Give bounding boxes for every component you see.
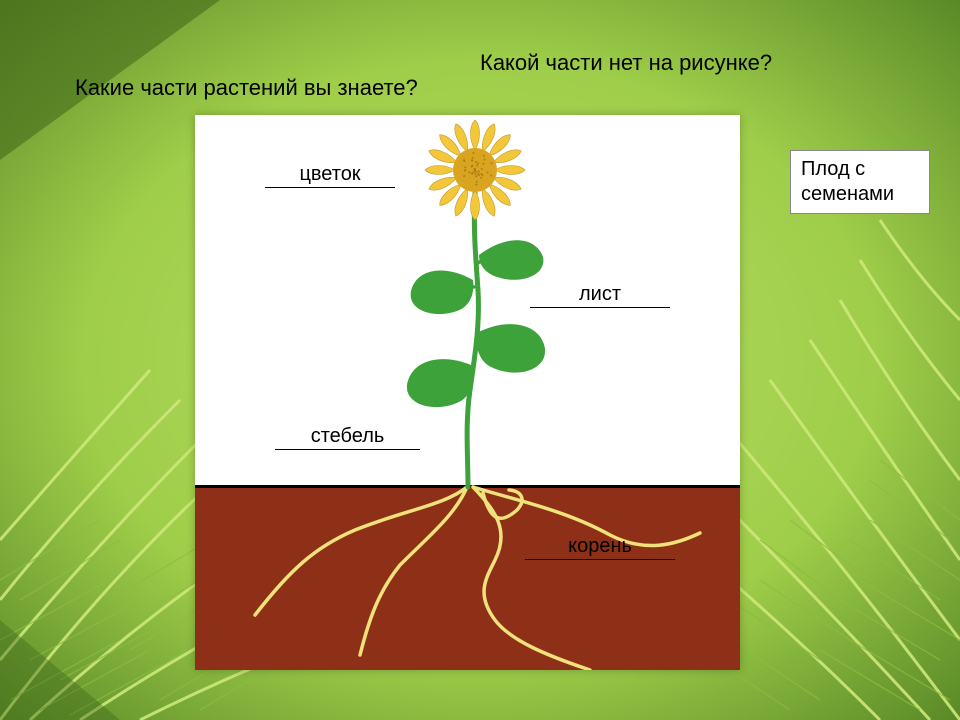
underline xyxy=(265,187,395,189)
label-root: корень xyxy=(525,535,675,558)
plant-drawing xyxy=(195,115,740,670)
label-stem-text: стебель xyxy=(275,425,420,448)
label-root-text: корень xyxy=(525,535,675,558)
label-stem: стебель xyxy=(275,425,420,448)
label-leaf: лист xyxy=(530,283,670,306)
underline xyxy=(525,559,675,561)
label-flower-text: цветок xyxy=(265,163,395,186)
underline xyxy=(530,307,670,309)
plant-diagram: цветок лист стебель корень xyxy=(195,115,740,670)
answer-box: Плод с семенами xyxy=(790,150,930,214)
label-flower: цветок xyxy=(265,163,395,186)
question-2: Какой части нет на рисунке? xyxy=(480,50,772,76)
underline xyxy=(275,449,420,451)
question-1: Какие части растений вы знаете? xyxy=(75,75,418,101)
label-leaf-text: лист xyxy=(530,283,670,306)
